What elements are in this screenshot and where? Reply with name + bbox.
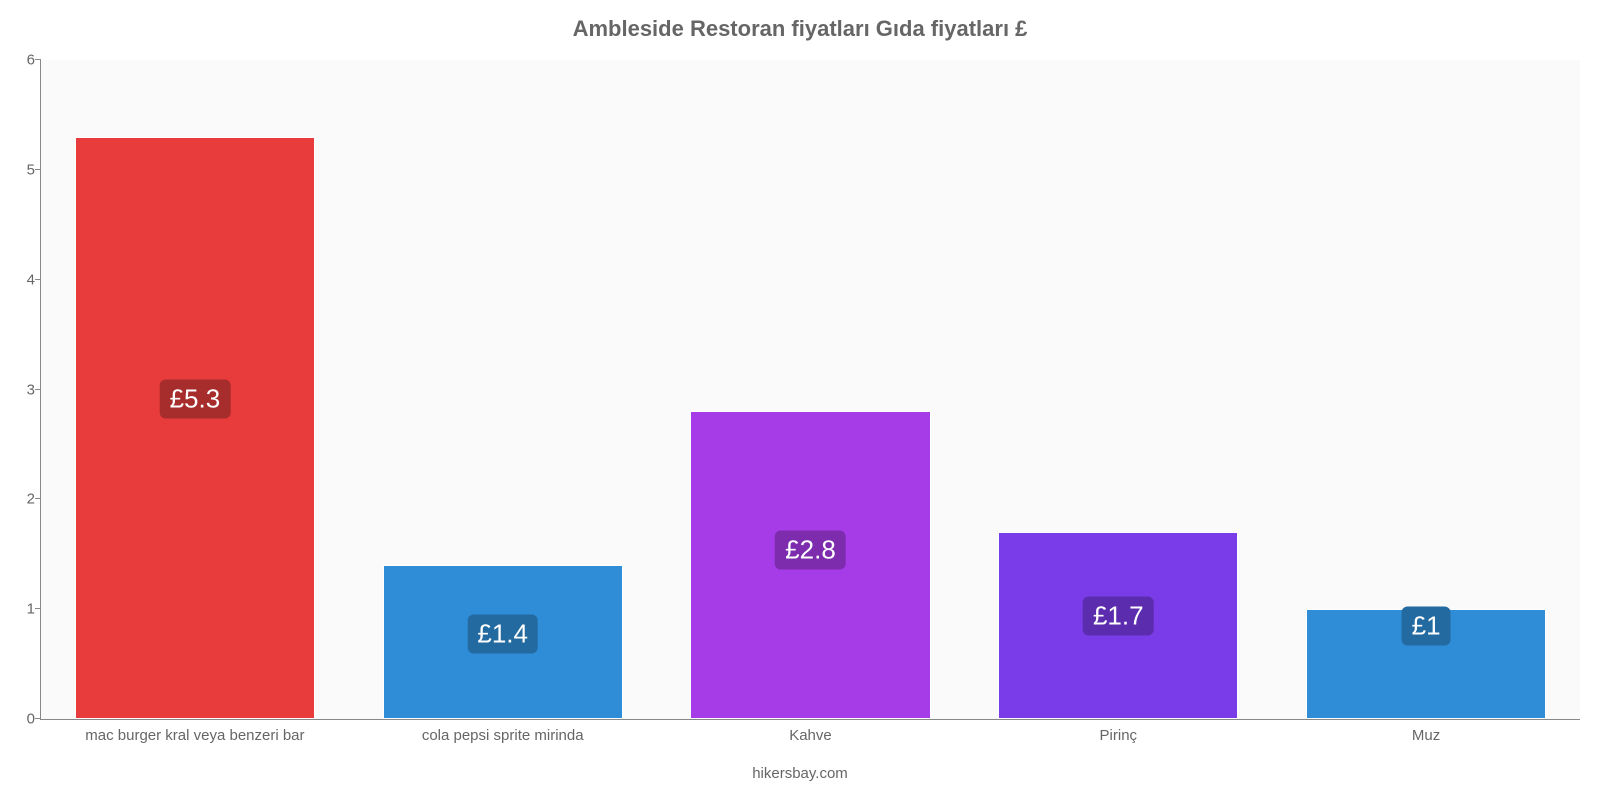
value-badge: £1 [1402,606,1451,645]
value-badge: £5.3 [160,379,231,418]
x-axis-label: Kahve [789,727,832,744]
ytick-mark [35,608,41,609]
ytick-mark [35,718,41,719]
plot-area: £5.3mac burger kral veya benzeri bar£1.4… [40,60,1580,720]
chart-title: Ambleside Restoran fiyatları Gıda fiyatl… [0,0,1600,50]
x-axis-label: Muz [1412,727,1440,744]
bar-slot: £1.7Pirinç [964,60,1272,719]
ytick-mark [35,169,41,170]
bar [75,137,315,719]
value-badge: £1.7 [1083,597,1154,636]
x-axis-label: Pirinç [1100,727,1138,744]
ytick-label: 2 [13,491,35,508]
ytick-mark [35,498,41,499]
x-axis-label: cola pepsi sprite mirinda [422,727,584,744]
ytick-mark [35,279,41,280]
bar-slot: £1.4cola pepsi sprite mirinda [349,60,657,719]
price-bar-chart: Ambleside Restoran fiyatları Gıda fiyatl… [0,0,1600,800]
ytick-mark [35,389,41,390]
ytick-label: 6 [13,52,35,69]
value-badge: £2.8 [775,530,846,569]
bar-slot: £5.3mac burger kral veya benzeri bar [41,60,349,719]
ytick-label: 4 [13,271,35,288]
x-axis-label: mac burger kral veya benzeri bar [85,727,304,744]
ytick-label: 3 [13,381,35,398]
bar-slot: £2.8Kahve [657,60,965,719]
bar-slot: £1Muz [1272,60,1580,719]
value-badge: £1.4 [467,615,538,654]
ytick-label: 5 [13,161,35,178]
chart-source: hikersbay.com [0,765,1600,782]
ytick-label: 1 [13,601,35,618]
ytick-mark [35,59,41,60]
ytick-label: 0 [13,711,35,728]
bars-layer: £5.3mac burger kral veya benzeri bar£1.4… [41,60,1580,719]
